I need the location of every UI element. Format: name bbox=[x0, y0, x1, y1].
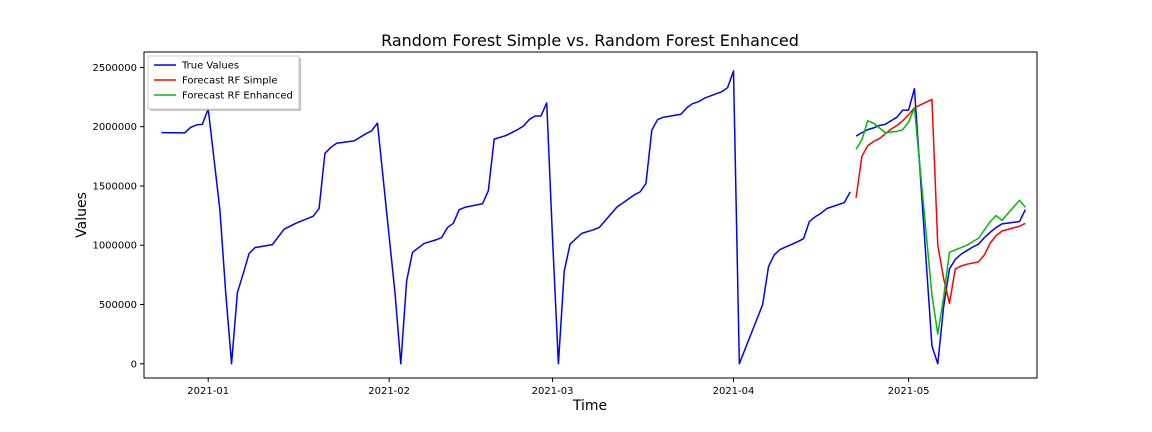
series-0 bbox=[161, 70, 1027, 365]
series-1 bbox=[855, 98, 1026, 305]
y-axis: 0 500000 1000000 1500000 2000000 2500000 bbox=[92, 63, 144, 370]
legend: True Values Forecast RF Simple Forecast RF… bbox=[147, 55, 301, 111]
y-tick-label: 0 bbox=[131, 359, 137, 370]
chart-title: Random Forest Simple vs. Random Forest E… bbox=[381, 31, 799, 50]
x-axis: 2021-01 2021-02 2021-03 2021-04 2021-05 bbox=[187, 378, 929, 397]
x-tick-label: 2021-03 bbox=[532, 386, 574, 397]
legend-label: Forecast RF Enhanced bbox=[182, 91, 293, 102]
y-tick-label: 500000 bbox=[99, 300, 137, 311]
x-tick-label: 2021-01 bbox=[187, 386, 229, 397]
series-layer bbox=[161, 70, 1027, 365]
x-tick-label: 2021-05 bbox=[888, 386, 930, 397]
series-0-line-1 bbox=[855, 88, 1027, 365]
series-1-line-0 bbox=[855, 98, 1026, 305]
series-0-line-0 bbox=[161, 70, 851, 365]
legend-box bbox=[147, 55, 300, 110]
legend-label: True Values bbox=[181, 61, 239, 72]
legend-label: Forecast RF Simple bbox=[182, 76, 278, 87]
x-axis-title: Time bbox=[572, 398, 607, 414]
plot-frame bbox=[143, 51, 1038, 379]
series-2 bbox=[855, 106, 1026, 335]
x-tick-label: 2021-02 bbox=[368, 386, 410, 397]
y-tick-label: 2000000 bbox=[92, 122, 137, 133]
y-tick-label: 1000000 bbox=[92, 241, 137, 252]
y-tick-label: 2500000 bbox=[92, 63, 137, 74]
x-tick-label: 2021-04 bbox=[713, 386, 755, 397]
y-tick-label: 1500000 bbox=[92, 181, 137, 192]
series-2-line-0 bbox=[855, 106, 1026, 335]
y-axis-title: Values bbox=[74, 192, 90, 238]
